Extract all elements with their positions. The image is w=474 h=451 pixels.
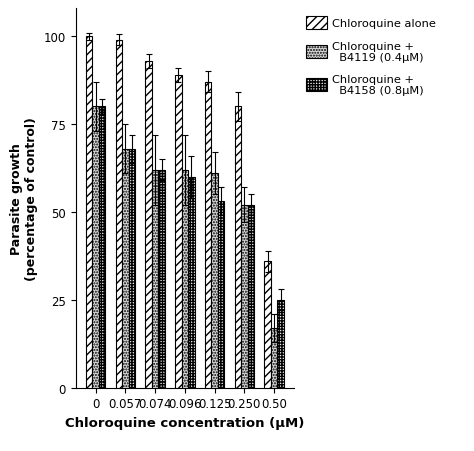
Bar (99, 107, 105, 388)
Y-axis label: Parasite growth
(percentage of control): Parasite growth (percentage of control) (10, 117, 38, 280)
Bar (277, 300, 284, 388)
Bar (92, 107, 99, 388)
Bar (247, 206, 254, 388)
X-axis label: Chloroquine concentration (μM): Chloroquine concentration (μM) (65, 416, 305, 429)
Bar (205, 83, 211, 388)
Bar (86, 37, 92, 388)
Bar (175, 76, 182, 388)
Bar (211, 174, 218, 388)
Bar (158, 170, 165, 388)
Bar (264, 262, 271, 388)
Bar (271, 328, 277, 388)
Bar (218, 202, 225, 388)
Bar (182, 170, 188, 388)
Bar (152, 170, 158, 388)
Bar (241, 206, 247, 388)
Bar (188, 177, 195, 388)
Bar (116, 41, 122, 388)
Bar (235, 107, 241, 388)
Bar (145, 62, 152, 388)
Legend: Chloroquine alone, Chloroquine +
  B4119 (0.4μM), Chloroquine +
  B4158 (0.8μM): Chloroquine alone, Chloroquine + B4119 (… (304, 15, 438, 98)
Bar (128, 149, 135, 388)
Bar (122, 149, 128, 388)
